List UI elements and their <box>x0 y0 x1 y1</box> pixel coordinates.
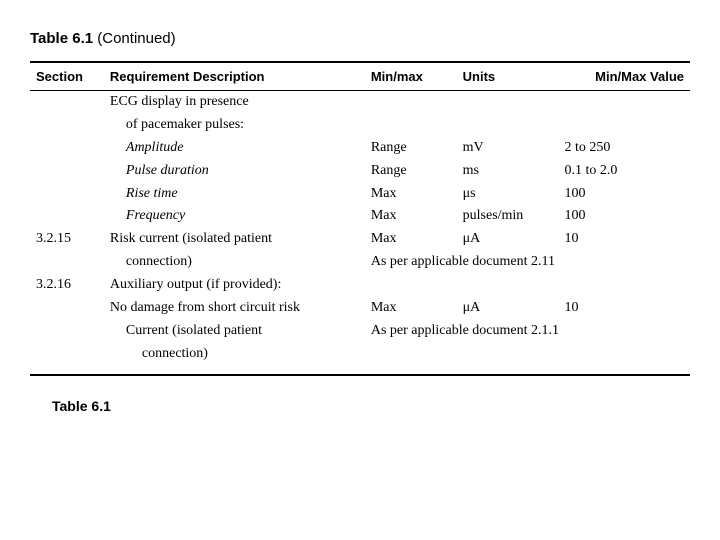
table-title-label: Table 6.1 <box>30 30 93 47</box>
cell-units: pulses/min <box>457 205 559 228</box>
cell-value: 10 <box>558 297 690 320</box>
cell-section: 3.2.16 <box>30 274 104 297</box>
table-row: of pacemaker pulses: <box>30 114 690 137</box>
cell-note: As per applicable document 2.11 <box>365 251 690 274</box>
table-row: Rise time Max μs 100 <box>30 183 690 206</box>
col-header-minmax: Min/max <box>365 62 457 91</box>
cell-units: μs <box>457 183 559 206</box>
cell-desc: connection) <box>110 253 359 272</box>
col-header-value: Min/Max Value <box>558 62 690 91</box>
cell-desc: Rise time <box>110 185 359 204</box>
table-title-suffix: (Continued) <box>97 30 175 47</box>
table-row: Current (isolated patient As per applica… <box>30 320 690 343</box>
table-row: Pulse duration Range ms 0.1 to 2.0 <box>30 160 690 183</box>
cell-value: 100 <box>558 183 690 206</box>
table-row: ECG display in presence <box>30 91 690 114</box>
cell-units: ms <box>457 160 559 183</box>
table-title: Table 6.1 (Continued) <box>30 30 690 47</box>
cell-desc: Current (isolated patient <box>110 322 359 341</box>
cell-minmax: Max <box>365 183 457 206</box>
table-header-row: Section Requirement Description Min/max … <box>30 62 690 91</box>
col-header-section: Section <box>30 62 104 91</box>
cell-value: 2 to 250 <box>558 137 690 160</box>
cell-value: 100 <box>558 205 690 228</box>
cell-desc: No damage from short circuit risk <box>104 297 365 320</box>
cell-desc: of pacemaker pulses: <box>110 116 359 135</box>
requirements-table: Section Requirement Description Min/max … <box>30 61 690 376</box>
table-row: Amplitude Range mV 2 to 250 <box>30 137 690 160</box>
table-row: connection) As per applicable document 2… <box>30 251 690 274</box>
table-row: connection) <box>30 343 690 375</box>
cell-desc: connection) <box>110 345 359 364</box>
cell-desc: Auxiliary output (if provided): <box>104 274 365 297</box>
cell-minmax: Max <box>365 297 457 320</box>
table-row: 3.2.16 Auxiliary output (if provided): <box>30 274 690 297</box>
cell-minmax: Max <box>365 228 457 251</box>
cell-desc: Risk current (isolated patient <box>104 228 365 251</box>
cell-note: As per applicable document 2.1.1 <box>365 320 690 343</box>
table-row: 3.2.15 Risk current (isolated patient Ma… <box>30 228 690 251</box>
cell-desc: Frequency <box>110 207 359 226</box>
cell-minmax: Max <box>365 205 457 228</box>
cell-units: μA <box>457 297 559 320</box>
col-header-desc: Requirement Description <box>104 62 365 91</box>
table-caption: Table 6.1 <box>52 398 690 414</box>
col-header-units: Units <box>457 62 559 91</box>
cell-units: μA <box>457 228 559 251</box>
cell-desc: ECG display in presence <box>104 91 365 114</box>
table-row: No damage from short circuit risk Max μA… <box>30 297 690 320</box>
cell-value: 0.1 to 2.0 <box>558 160 690 183</box>
table-row: Frequency Max pulses/min 100 <box>30 205 690 228</box>
cell-units: mV <box>457 137 559 160</box>
cell-minmax: Range <box>365 160 457 183</box>
cell-desc: Pulse duration <box>110 162 359 181</box>
cell-minmax: Range <box>365 137 457 160</box>
cell-value: 10 <box>558 228 690 251</box>
cell-section: 3.2.15 <box>30 228 104 251</box>
cell-desc: Amplitude <box>110 139 359 158</box>
